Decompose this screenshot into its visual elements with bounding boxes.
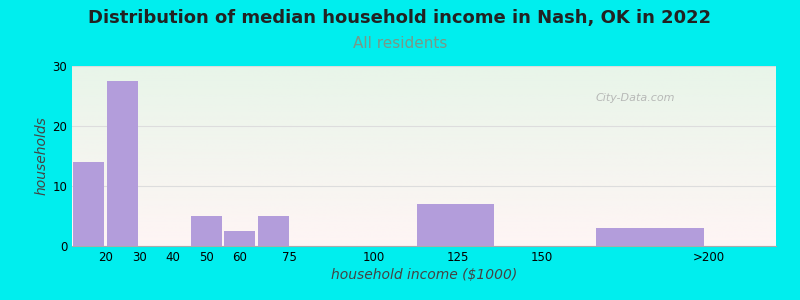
Bar — [418, 204, 494, 246]
Bar — [258, 216, 289, 246]
Bar — [224, 231, 255, 246]
X-axis label: household income ($1000): household income ($1000) — [331, 268, 517, 282]
Text: All residents: All residents — [353, 36, 447, 51]
Text: Distribution of median household income in Nash, OK in 2022: Distribution of median household income … — [89, 9, 711, 27]
Bar — [596, 228, 704, 246]
Text: City-Data.com: City-Data.com — [595, 93, 675, 103]
Y-axis label: households: households — [34, 117, 48, 195]
Bar — [107, 81, 138, 246]
Bar — [190, 216, 222, 246]
Bar — [74, 162, 104, 246]
